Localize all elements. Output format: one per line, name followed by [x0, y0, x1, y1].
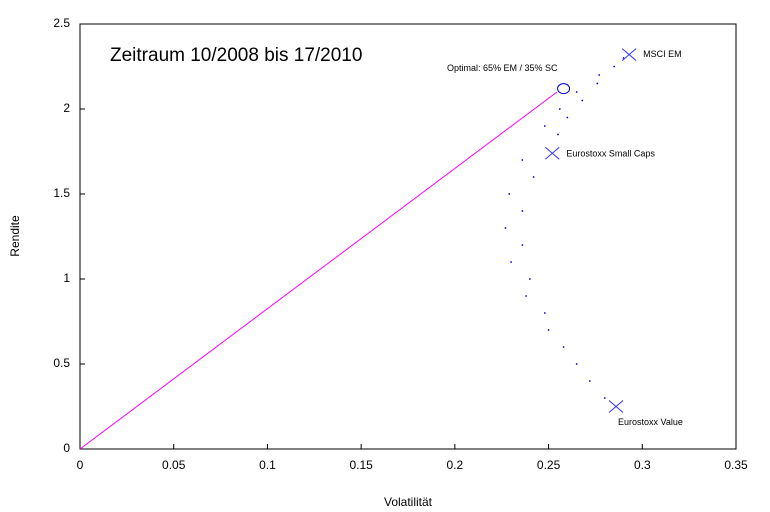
y-tick-label: 0.5 — [53, 356, 70, 370]
capital-market-line — [79, 91, 558, 450]
y-axis-label: Rendite — [8, 215, 22, 257]
x-tick-label: 0 — [77, 458, 84, 472]
frontier-point — [596, 82, 599, 85]
frontier-point — [566, 116, 569, 119]
frontier-point — [510, 261, 512, 263]
chart-title: Zeitraum 10/2008 bis 17/2010 — [110, 45, 362, 66]
frontier-point — [581, 99, 584, 102]
x-tick-label: 0.25 — [537, 458, 561, 472]
y-tick-label: 1 — [63, 271, 70, 285]
frontier-point — [521, 159, 524, 161]
x-tick-label: 0.1 — [259, 458, 276, 472]
plot-frame — [79, 23, 737, 450]
frontier-point — [557, 133, 559, 136]
frontier-point — [543, 125, 546, 127]
optimal-marker — [557, 83, 571, 95]
frontier-point — [525, 295, 527, 297]
frontier-point — [603, 397, 606, 399]
frontier-point — [575, 91, 578, 93]
x-tick-label: 0.15 — [349, 458, 373, 472]
asset-marker — [608, 400, 624, 413]
asset-marker — [544, 146, 560, 160]
frontier-point — [543, 312, 546, 314]
x-axis-label: Volatilität — [384, 495, 433, 509]
frontier-point — [558, 108, 561, 110]
frontier-point — [562, 346, 565, 348]
asset-label: Eurostoxx Small Caps — [566, 149, 655, 159]
y-tick-label: 2.5 — [53, 16, 70, 30]
frontier-point — [508, 193, 511, 195]
frontier-point — [588, 380, 591, 382]
frontier-point — [532, 176, 535, 178]
asset-label: MSCI EM — [643, 49, 682, 59]
x-tick-label: 0.2 — [447, 458, 464, 472]
asset-label: Eurostoxx Value — [618, 417, 683, 427]
frontier-point — [598, 74, 601, 76]
frontier-point — [521, 244, 524, 246]
frontier-point — [504, 227, 507, 229]
x-tick-label: 0.35 — [724, 458, 748, 472]
optimal-label: Optimal: 65% EM / 35% SC — [447, 63, 558, 73]
frontier-point — [521, 210, 524, 212]
asset-marker — [621, 48, 637, 61]
frontier-point — [575, 363, 578, 365]
frontier-point — [613, 65, 616, 68]
frontier-point — [547, 329, 550, 331]
x-tick-label: 0.05 — [162, 458, 186, 472]
x-tick-label: 0.3 — [634, 458, 651, 472]
y-tick-label: 2 — [63, 101, 70, 115]
frontier-point — [528, 278, 531, 280]
y-tick-label: 1.5 — [53, 186, 70, 200]
y-tick-label: 0 — [63, 441, 70, 455]
